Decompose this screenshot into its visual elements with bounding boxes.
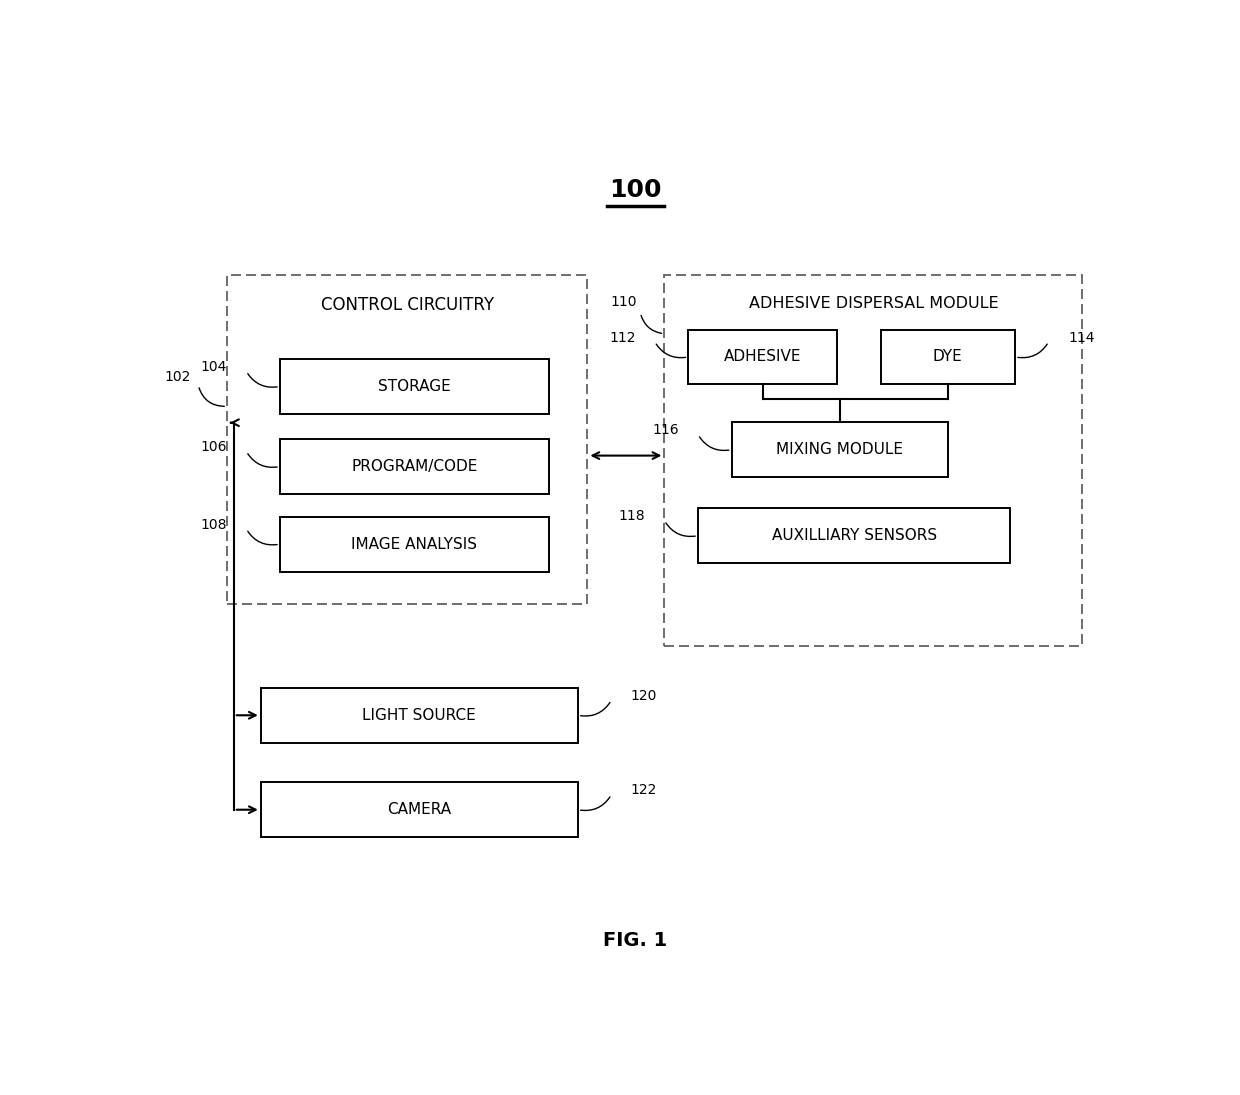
Text: 118: 118 xyxy=(619,509,645,523)
Bar xyxy=(688,330,837,384)
Text: 112: 112 xyxy=(609,331,635,345)
Text: 110: 110 xyxy=(611,295,637,309)
Text: 108: 108 xyxy=(201,518,227,532)
Text: IMAGE ANALYSIS: IMAGE ANALYSIS xyxy=(351,537,477,552)
Text: CONTROL CIRCUITRY: CONTROL CIRCUITRY xyxy=(321,296,494,314)
Text: ADHESIVE DISPERSAL MODULE: ADHESIVE DISPERSAL MODULE xyxy=(749,296,998,311)
Text: 116: 116 xyxy=(652,424,678,437)
Bar xyxy=(732,423,947,477)
Bar xyxy=(260,782,578,837)
Text: 100: 100 xyxy=(609,178,662,203)
Text: 102: 102 xyxy=(164,370,191,383)
Text: 104: 104 xyxy=(201,360,227,374)
Text: PROGRAM/CODE: PROGRAM/CODE xyxy=(351,459,477,474)
Bar xyxy=(665,275,1083,646)
Bar xyxy=(260,688,578,742)
Text: 106: 106 xyxy=(201,440,227,454)
Text: MIXING MODULE: MIXING MODULE xyxy=(776,442,903,458)
Bar xyxy=(698,508,1011,563)
Bar xyxy=(227,275,588,603)
Text: STORAGE: STORAGE xyxy=(378,379,451,394)
Text: AUXILLIARY SENSORS: AUXILLIARY SENSORS xyxy=(771,528,936,543)
Text: LIGHT SOURCE: LIGHT SOURCE xyxy=(362,707,476,723)
Bar xyxy=(280,439,549,494)
Text: FIG. 1: FIG. 1 xyxy=(604,932,667,950)
Text: DYE: DYE xyxy=(932,349,962,365)
Text: 122: 122 xyxy=(631,783,657,797)
Text: ADHESIVE: ADHESIVE xyxy=(724,349,801,365)
Bar xyxy=(280,359,549,414)
Text: 114: 114 xyxy=(1068,331,1095,345)
Text: 120: 120 xyxy=(631,689,657,703)
Bar xyxy=(880,330,1016,384)
Text: CAMERA: CAMERA xyxy=(387,803,451,817)
Bar xyxy=(280,517,549,572)
